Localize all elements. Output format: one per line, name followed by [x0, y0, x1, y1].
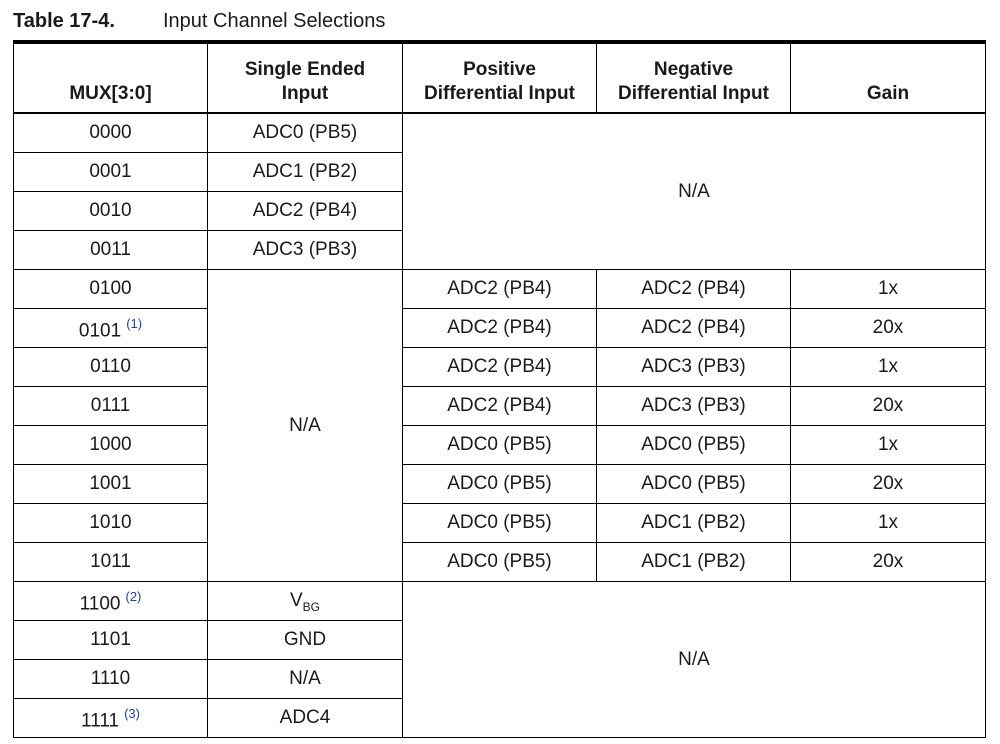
positive-input-cell: ADC2 (PB4): [402, 308, 597, 348]
na-cell-single-ended: N/A: [207, 269, 403, 582]
positive-input-cell: ADC2 (PB4): [402, 386, 597, 426]
negative-input-cell: ADC3 (PB3): [596, 347, 791, 387]
header-pos-line1: Positive: [463, 59, 536, 80]
single-ended-cell: ADC4: [207, 698, 403, 738]
single-ended-cell: ADC3 (PB3): [207, 230, 403, 270]
mux-cell: 1100 (2): [13, 581, 208, 621]
header-single-line2: Input: [281, 83, 329, 104]
gain-cell: 20x: [790, 464, 986, 504]
mux-value: 1100: [79, 593, 121, 615]
table-caption: Table 17-4. Input Channel Selections: [13, 6, 385, 36]
header-gain-label: Gain: [866, 83, 910, 104]
mux-cell: 0100: [13, 269, 208, 309]
table-row: 1101 GND: [13, 620, 986, 660]
table-title: Input Channel Selections: [163, 10, 386, 32]
mux-cell: 1110: [13, 659, 208, 699]
positive-input-cell: ADC0 (PB5): [402, 425, 597, 465]
negative-input-cell: ADC2 (PB4): [596, 308, 791, 348]
table-row: 0110 ADC2 (PB4) ADC3 (PB3) 1x: [13, 347, 986, 387]
mux-cell: 1001: [13, 464, 208, 504]
header-gain: Gain: [790, 41, 986, 114]
table-row: 0101 (1) ADC2 (PB4) ADC2 (PB4) 20x: [13, 308, 986, 348]
mux-cell: 1000: [13, 425, 208, 465]
table-row: 1001 ADC0 (PB5) ADC0 (PB5) 20x: [13, 464, 986, 504]
gain-cell: 1x: [790, 503, 986, 543]
gain-cell: 20x: [790, 308, 986, 348]
negative-input-cell: ADC1 (PB2): [596, 542, 791, 582]
header-positive-differential: Positive Differential Input: [402, 41, 597, 114]
positive-input-cell: ADC0 (PB5): [402, 542, 597, 582]
vbg-symbol: V: [289, 589, 303, 611]
negative-input-cell: ADC1 (PB2): [596, 503, 791, 543]
table-row: 0011 ADC3 (PB3): [13, 230, 986, 270]
table-row: 0010 ADC2 (PB4): [13, 191, 986, 231]
single-ended-cell: ADC2 (PB4): [207, 191, 403, 231]
table-row: 1000 ADC0 (PB5) ADC0 (PB5) 1x: [13, 425, 986, 465]
footnote-link[interactable]: (3): [124, 705, 140, 721]
mux-cell: 0011: [13, 230, 208, 270]
negative-input-cell: ADC0 (PB5): [596, 425, 791, 465]
positive-input-cell: ADC0 (PB5): [402, 503, 597, 543]
header-single-ended: Single Ended Input: [207, 41, 403, 114]
gain-cell: 1x: [790, 347, 986, 387]
mux-cell: 0001: [13, 152, 208, 192]
single-ended-cell: N/A: [207, 659, 403, 699]
mux-cell: 1101: [13, 620, 208, 660]
table-row: 0000 ADC0 (PB5) N/A: [13, 112, 986, 270]
positive-input-cell: ADC2 (PB4): [402, 269, 597, 309]
gain-cell: 20x: [790, 386, 986, 426]
gain-cell: 1x: [790, 425, 986, 465]
header-row: MUX[3:0] Single Ended Input Positive Diffe…: [13, 41, 986, 114]
header-neg-line1: Negative: [653, 59, 734, 80]
input-channel-table: MUX[3:0] Single Ended Input Positive Diffe…: [13, 40, 986, 738]
na-cell-differential-bottom: N/A: [402, 581, 986, 738]
mux-value: 0101: [78, 320, 122, 342]
table-row: 1010 ADC0 (PB5) ADC1 (PB2) 1x: [13, 503, 986, 543]
mux-cell: 0110: [13, 347, 208, 387]
table-number: Table 17-4.: [13, 10, 115, 32]
mux-cell: 0111: [13, 386, 208, 426]
negative-input-cell: ADC3 (PB3): [596, 386, 791, 426]
header-mux: MUX[3:0]: [13, 41, 208, 114]
single-ended-cell: ADC1 (PB2): [207, 152, 403, 192]
table-row: 1011 ADC0 (PB5) ADC1 (PB2) 20x: [13, 542, 986, 582]
single-ended-cell: ADC0 (PB5): [207, 112, 403, 153]
mux-cell: 0101 (1): [13, 308, 208, 348]
mux-cell: 0010: [13, 191, 208, 231]
mux-cell: 0000: [13, 112, 208, 153]
mux-cell: 1011: [13, 542, 208, 582]
mux-cell: 1111 (3): [13, 698, 208, 738]
mux-value: 1111: [81, 710, 120, 732]
table-row: 1111 (3) ADC4: [13, 698, 986, 738]
table-row: 0100 N/A ADC2 (PB4) ADC2 (PB4) 1x: [13, 269, 986, 582]
gain-cell: 20x: [790, 542, 986, 582]
header-pos-line2: Differential Input: [424, 83, 575, 104]
footnote-link[interactable]: (2): [125, 588, 142, 604]
table-row: 1100 (2) VBG N/A: [13, 581, 986, 738]
single-ended-cell: GND: [207, 620, 403, 660]
gain-cell: 1x: [790, 269, 986, 309]
table-row: 0001 ADC1 (PB2): [13, 152, 986, 192]
header-neg-line2: Differential Input: [618, 83, 769, 104]
footnote-link[interactable]: (1): [126, 315, 143, 331]
positive-input-cell: ADC2 (PB4): [402, 347, 597, 387]
single-ended-cell: VBG: [207, 581, 403, 621]
header-negative-differential: Negative Differential Input: [596, 41, 791, 114]
table-row: 1110 N/A: [13, 659, 986, 699]
negative-input-cell: ADC0 (PB5): [596, 464, 791, 504]
positive-input-cell: ADC0 (PB5): [402, 464, 597, 504]
mux-cell: 1010: [13, 503, 208, 543]
table-row: 0111 ADC2 (PB4) ADC3 (PB3) 20x: [13, 386, 986, 426]
na-cell-differential-top: N/A: [402, 112, 986, 270]
header-single-line1: Single Ended: [244, 59, 366, 80]
vbg-subscript: BG: [302, 599, 321, 614]
negative-input-cell: ADC2 (PB4): [596, 269, 791, 309]
header-mux-label: MUX[3:0]: [69, 83, 152, 104]
